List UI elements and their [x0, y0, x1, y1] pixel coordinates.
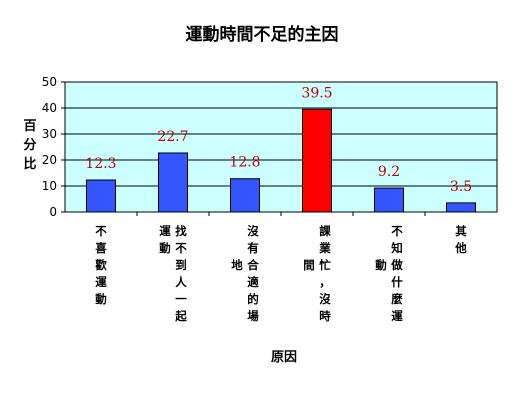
category-label-char: 人 — [175, 275, 187, 289]
data-label: 3.5 — [450, 179, 472, 195]
y-tick-label: 50 — [42, 75, 57, 89]
bar — [158, 152, 188, 213]
y-tick-label: 40 — [42, 101, 57, 115]
bar — [230, 178, 260, 213]
data-labels: 12.3 22.7 12.8 39.5 9.2 3.5 — [85, 85, 472, 195]
y-tick-label: 30 — [42, 127, 57, 141]
y-tick-label: 0 — [49, 205, 57, 219]
category-label-char: 他 — [454, 241, 467, 255]
bars — [86, 108, 476, 213]
data-label: 9.2 — [378, 164, 400, 180]
data-label: 39.5 — [301, 85, 332, 101]
category-label-char: 的 — [247, 292, 259, 306]
category-label-char: 業 — [318, 241, 331, 255]
y-axis-ticks: 0 10 20 30 40 50 — [42, 75, 65, 219]
category-label-char: 麼 — [391, 292, 403, 306]
category-label-char: ， — [319, 275, 331, 289]
category-label-char: 起 — [174, 309, 187, 323]
y-axis-label-char: 百 — [23, 119, 36, 134]
bar — [446, 202, 476, 213]
category-label-char: 喜 — [95, 241, 107, 255]
category-label-char: 找 — [175, 224, 187, 238]
category-label-char: 運 — [391, 309, 403, 323]
data-label: 12.8 — [229, 155, 260, 171]
category-label-char: 運 — [159, 224, 171, 238]
y-tick-label: 10 — [42, 179, 57, 193]
category-label-char: 到 — [175, 258, 187, 272]
bar — [302, 108, 332, 213]
category-label-char: 動 — [159, 241, 171, 255]
category-label-char: 沒 — [247, 224, 259, 238]
bar — [86, 179, 116, 213]
category-label-char: 一 — [175, 292, 187, 306]
category-label-char: 適 — [247, 275, 259, 289]
category-label-char: 不 — [95, 224, 107, 238]
category-label-char: 什 — [391, 275, 403, 289]
category-label-char: 動 — [375, 258, 387, 272]
category-label-char: 知 — [390, 241, 403, 255]
category-label-char: 不 — [175, 241, 187, 255]
category-label-char: 歡 — [95, 258, 107, 272]
category-label-char: 不 — [391, 224, 403, 238]
x-axis-label: 原因 — [271, 350, 297, 365]
category-label-char: 運 — [95, 275, 107, 289]
category-label-char: 合 — [247, 258, 259, 272]
category-label-char: 場 — [247, 309, 259, 323]
data-label: 12.3 — [85, 156, 116, 172]
category-label-char: 做 — [390, 258, 403, 272]
plot-area — [65, 82, 497, 212]
category-label-char: 其 — [455, 224, 467, 238]
category-label-char: 時 — [319, 309, 331, 323]
category-label-char: 動 — [95, 292, 107, 306]
category-label-char: 間 — [303, 258, 315, 272]
y-tick-label: 20 — [42, 153, 57, 167]
category-label-char: 沒 — [319, 292, 331, 306]
category-label-char: 課 — [319, 224, 331, 238]
y-axis-label: 百分比 — [23, 119, 36, 172]
bar — [374, 187, 404, 213]
category-label-char: 忙 — [319, 258, 331, 272]
y-axis-label-char: 分 — [23, 137, 36, 153]
y-axis-label-char: 比 — [23, 156, 36, 172]
category-label-char: 地 — [231, 258, 243, 272]
data-label: 22.7 — [157, 129, 188, 145]
chart-title: 運動時間不足的主因 — [186, 24, 339, 45]
category-label-char: 有 — [247, 241, 259, 255]
